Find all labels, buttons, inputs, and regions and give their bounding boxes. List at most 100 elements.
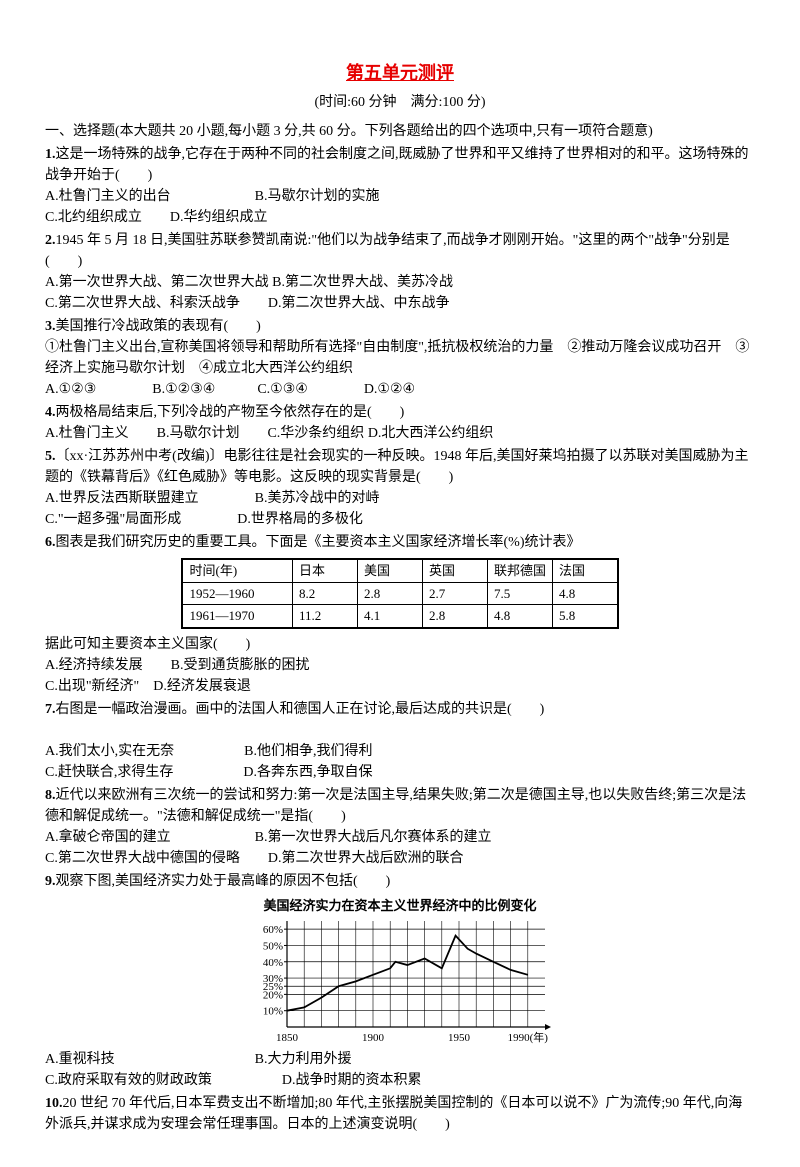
economy-table: 时间(年) 日本 美国 英国 联邦德国 法国 1952—1960 8.2 2.8…: [181, 558, 618, 629]
q7-opt-b: B.他们相争,我们得利: [244, 744, 372, 759]
table-cell: 美国: [357, 559, 422, 582]
question-9-options: A.重视科技 B.大力利用外援 C.政府采取有效的财政政策 D.战争时期的资本积…: [45, 1049, 755, 1091]
question-5: 5.〔xx·江苏苏州中考(改编)〕电影往往是社会现实的一种反映。1948 年后,…: [45, 446, 755, 530]
table-row: 1952—1960 8.2 2.8 2.7 7.5 4.8: [182, 582, 617, 605]
question-8: 8.近代以来欧洲有三次统一的尝试和努力:第一次是法国主导,结果失败;第二次是德国…: [45, 785, 755, 869]
q3-text: 美国推行冷战政策的表现有( ): [56, 319, 261, 334]
q7-text: 右图是一幅政治漫画。画中的法国人和德国人正在讨论,最后达成的共识是( ): [56, 702, 545, 717]
q4-opt-b: B.马歇尔计划: [157, 426, 240, 441]
svg-text:1850: 1850: [276, 1032, 299, 1044]
question-7: 7.右图是一幅政治漫画。画中的法国人和德国人正在讨论,最后达成的共识是( ) A…: [45, 699, 755, 783]
q5-opt-c: C."一超多强"局面形成: [45, 512, 181, 527]
table-cell: 日本: [292, 559, 357, 582]
table-cell: 联邦德国: [487, 559, 552, 582]
q6-opt-a: A.经济持续发展: [45, 658, 143, 673]
section-1-heading: 一、选择题(本大题共 20 小题,每小题 3 分,共 60 分。下列各题给出的四…: [45, 121, 755, 142]
q9-opt-d: D.战争时期的资本积累: [282, 1073, 422, 1088]
svg-text:60%: 60%: [263, 924, 283, 936]
q1-opt-b: B.马歇尔计划的实施: [255, 189, 380, 204]
table-cell: 5.8: [553, 605, 618, 628]
svg-text:50%: 50%: [263, 940, 283, 952]
question-10: 10.20 世纪 70 年代后,日本军费支出不断增加;80 年代,主张摆脱美国控…: [45, 1093, 755, 1135]
q10-number: 10.: [45, 1096, 63, 1111]
q2-opt-c: C.第二次世界大战、科索沃战争: [45, 296, 240, 311]
q9-number: 9.: [45, 874, 56, 889]
q2-opt-d: D.第二次世界大战、中东战争: [268, 296, 450, 311]
q5-text: 〔xx·江苏苏州中考(改编)〕电影往往是社会现实的一种反映。1948 年后,美国…: [45, 449, 748, 485]
q5-opt-a: A.世界反法西斯联盟建立: [45, 491, 199, 506]
table-cell: 4.8: [487, 605, 552, 628]
q5-number: 5.: [45, 449, 56, 464]
q6-opt-d: D.经济发展衰退: [153, 679, 251, 694]
q9-opt-b: B.大力利用外援: [255, 1052, 352, 1067]
q6-after-text: 据此可知主要资本主义国家( ): [45, 634, 755, 655]
question-1: 1.这是一场特殊的战争,它存在于两种不同的社会制度之间,既威胁了世界和平又维持了…: [45, 144, 755, 228]
table-cell: 时间(年): [182, 559, 292, 582]
q7-opt-a: A.我们太小,实在无奈: [45, 744, 174, 759]
svg-text:10%: 10%: [263, 1006, 283, 1018]
q2-opt-a: A.第一次世界大战、第二次世界大战: [45, 275, 269, 290]
table-cell: 法国: [553, 559, 618, 582]
table-cell: 8.2: [292, 582, 357, 605]
question-6-after: 据此可知主要资本主义国家( ) A.经济持续发展 B.受到通货膨胀的困扰 C.出…: [45, 634, 755, 697]
table-cell: 2.8: [422, 605, 487, 628]
question-2: 2.1945 年 5 月 18 日,美国驻苏联参赞凯南说:"他们以为战争结束了,…: [45, 230, 755, 314]
svg-text:1900: 1900: [362, 1032, 385, 1044]
q8-opt-c: C.第二次世界大战中德国的侵略: [45, 851, 240, 866]
q6-number: 6.: [45, 535, 56, 550]
table-row: 时间(年) 日本 美国 英国 联邦德国 法国: [182, 559, 617, 582]
chart-9-wrap: 美国经济实力在资本主义世界经济中的比例变化 10%20%25%30%40%50%…: [45, 896, 755, 1046]
q6-text: 图表是我们研究历史的重要工具。下面是《主要资本主义国家经济增长率(%)统计表》: [56, 535, 581, 550]
svg-text:1950: 1950: [448, 1032, 471, 1044]
unit-title: 第五单元测评: [45, 60, 755, 87]
q8-opt-a: A.拿破仑帝国的建立: [45, 830, 171, 845]
table-cell: 4.1: [357, 605, 422, 628]
chart-9-title: 美国经济实力在资本主义世界经济中的比例变化: [245, 896, 555, 916]
q3-options-text: ①杜鲁门主义出台,宣称美国将领导和帮助所有选择"自由制度",抵抗极权统治的力量 …: [45, 337, 755, 379]
table-cell: 11.2: [292, 605, 357, 628]
question-3: 3.美国推行冷战政策的表现有( ) ①杜鲁门主义出台,宣称美国将领导和帮助所有选…: [45, 316, 755, 400]
economy-chart: 10%20%25%30%40%50%60%1850190019501990(年): [245, 915, 555, 1045]
table-cell: 1952—1960: [182, 582, 292, 605]
q5-opt-d: D.世界格局的多极化: [237, 512, 363, 527]
q1-number: 1.: [45, 147, 56, 162]
q9-text: 观察下图,美国经济实力处于最高峰的原因不包括( ): [56, 874, 391, 889]
q5-opt-b: B.美苏冷战中的对峙: [255, 491, 380, 506]
q4-opt-d: D.北大西洋公约组织: [368, 426, 494, 441]
question-9: 9.观察下图,美国经济实力处于最高峰的原因不包括( ): [45, 871, 755, 892]
table-row: 1961—1970 11.2 4.1 2.8 4.8 5.8: [182, 605, 617, 628]
svg-text:1990(年): 1990(年): [508, 1030, 549, 1044]
q8-opt-b: B.第一次世界大战后凡尔赛体系的建立: [255, 830, 492, 845]
q7-opt-d: D.各奔东西,争取自保: [243, 765, 372, 780]
exam-info: (时间:60 分钟 满分:100 分): [45, 92, 755, 113]
svg-text:40%: 40%: [263, 957, 283, 969]
q3-opt-b: B.①②③④: [152, 382, 215, 397]
q2-text: 1945 年 5 月 18 日,美国驻苏联参赞凯南说:"他们以为战争结束了,而战…: [45, 233, 730, 269]
q6-opt-b: B.受到通货膨胀的困扰: [171, 658, 310, 673]
q3-number: 3.: [45, 319, 56, 334]
question-6: 6.图表是我们研究历史的重要工具。下面是《主要资本主义国家经济增长率(%)统计表…: [45, 532, 755, 553]
table-cell: 4.8: [553, 582, 618, 605]
question-4: 4.两极格局结束后,下列冷战的产物至今依然存在的是( ) A.杜鲁门主义 B.马…: [45, 402, 755, 444]
q1-text: 这是一场特殊的战争,它存在于两种不同的社会制度之间,既威胁了世界和平又维持了世界…: [45, 147, 749, 183]
q8-number: 8.: [45, 788, 56, 803]
table-6-wrap: 时间(年) 日本 美国 英国 联邦德国 法国 1952—1960 8.2 2.8…: [45, 558, 755, 629]
q10-text: 20 世纪 70 年代后,日本军费支出不断增加;80 年代,主张摆脱美国控制的《…: [45, 1096, 742, 1132]
q2-number: 2.: [45, 233, 56, 248]
q1-opt-c: C.北约组织成立: [45, 210, 142, 225]
q3-opt-d: D.①②④: [364, 382, 415, 397]
q2-opt-b: B.第二次世界大战、美苏冷战: [272, 275, 453, 290]
q4-number: 4.: [45, 405, 56, 420]
q8-opt-d: D.第二次世界大战后欧洲的联合: [268, 851, 464, 866]
q3-opt-c: C.①③④: [257, 382, 308, 397]
q3-opt-a: A.①②③: [45, 382, 96, 397]
q1-opt-d: D.华约组织成立: [170, 210, 268, 225]
q1-opt-a: A.杜鲁门主义的出台: [45, 189, 171, 204]
q7-number: 7.: [45, 702, 56, 717]
q4-opt-a: A.杜鲁门主义: [45, 426, 129, 441]
q4-opt-c: C.华沙条约组织: [267, 426, 364, 441]
table-cell: 2.8: [357, 582, 422, 605]
q9-opt-c: C.政府采取有效的财政政策: [45, 1073, 212, 1088]
table-cell: 2.7: [422, 582, 487, 605]
q6-opt-c: C.出现"新经济": [45, 679, 139, 694]
